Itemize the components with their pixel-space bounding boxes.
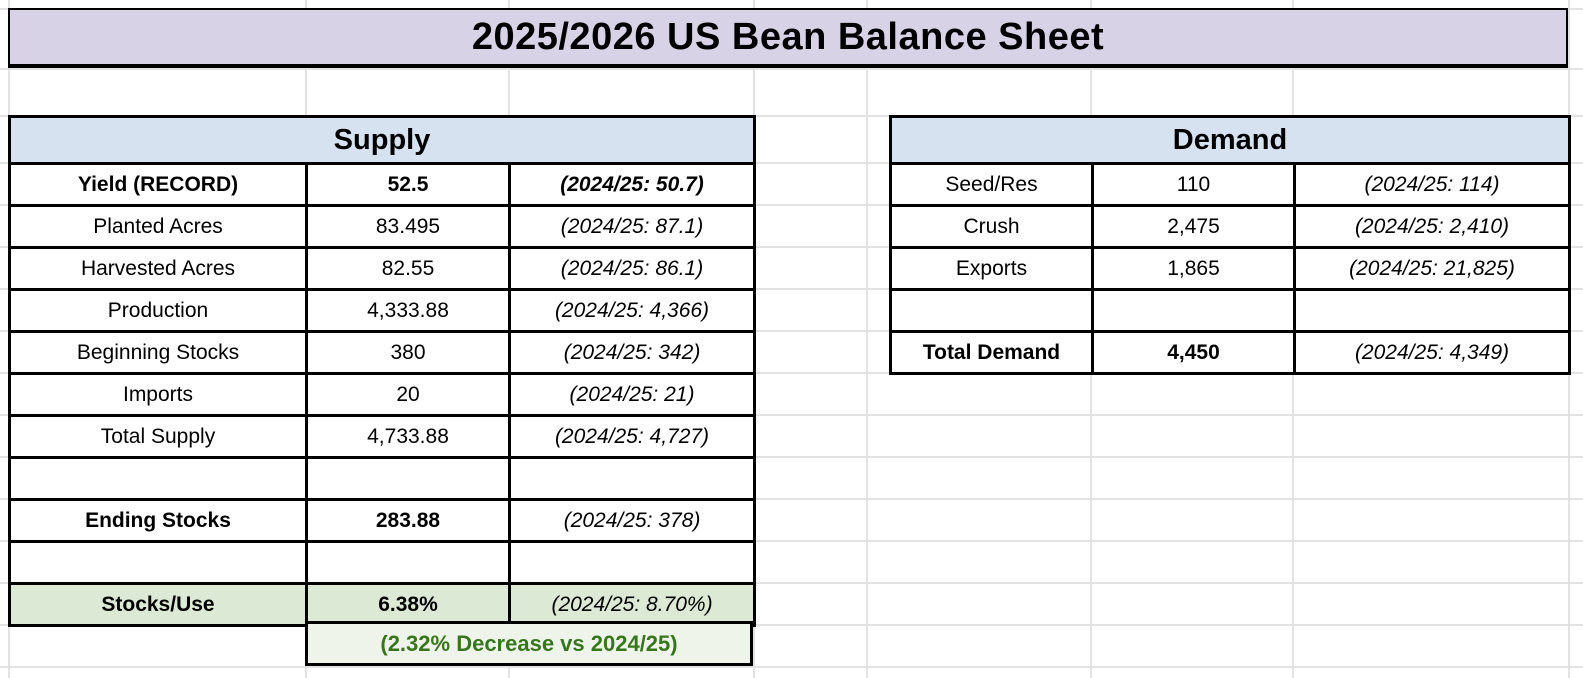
cell-value[interactable]: 4,450 bbox=[1091, 330, 1296, 375]
cell-label[interactable]: Total Supply bbox=[8, 414, 308, 459]
cell-prior[interactable]: (2024/25: 342) bbox=[507, 330, 757, 375]
cell-label[interactable]: Exports bbox=[889, 246, 1094, 291]
gridline-h bbox=[0, 115, 1583, 117]
cell-prior[interactable]: (2024/25: 114) bbox=[1293, 162, 1571, 207]
cell-empty[interactable] bbox=[305, 540, 511, 585]
supply-row-imports: Imports 20 (2024/25: 21) bbox=[8, 372, 757, 417]
gridline-h bbox=[0, 666, 1583, 668]
demand-section-header[interactable]: Demand bbox=[889, 115, 1571, 165]
supply-row-harvested-acres: Harvested Acres 82.55 (2024/25: 86.1) bbox=[8, 246, 757, 291]
supply-row-stocks-use: Stocks/Use 6.38% (2024/25: 8.70%) bbox=[8, 582, 757, 627]
decrease-note-cell[interactable]: (2.32% Decrease vs 2024/25) bbox=[305, 621, 753, 666]
gridline-h bbox=[0, 498, 1583, 500]
supply-row-total-supply: Total Supply 4,733.88 (2024/25: 4,727) bbox=[8, 414, 757, 459]
supply-section-header[interactable]: Supply bbox=[7, 115, 757, 165]
cell-empty[interactable] bbox=[8, 540, 308, 585]
gridline-h bbox=[0, 330, 1583, 332]
gridline-v bbox=[866, 0, 868, 678]
cell-prior[interactable]: (2024/25: 4,366) bbox=[507, 288, 757, 333]
gridline-h bbox=[0, 246, 1583, 248]
demand-row-seed-res: Seed/Res 110 (2024/25: 114) bbox=[889, 162, 1571, 207]
cell-empty[interactable] bbox=[507, 540, 757, 585]
cell-label[interactable]: Stocks/Use bbox=[8, 582, 308, 627]
supply-row-production: Production 4,333.88 (2024/25: 4,366) bbox=[8, 288, 757, 333]
cell-value[interactable]: 20 bbox=[305, 372, 511, 417]
cell-value[interactable]: 283.88 bbox=[305, 498, 511, 543]
gridline-h bbox=[0, 582, 1583, 584]
gridline-h bbox=[0, 288, 1583, 290]
cell-label[interactable]: Production bbox=[8, 288, 308, 333]
demand-row-crush: Crush 2,475 (2024/25: 2,410) bbox=[889, 204, 1571, 249]
gridline-h bbox=[0, 204, 1583, 206]
supply-row-beginning-stocks: Beginning Stocks 380 (2024/25: 342) bbox=[8, 330, 757, 375]
cell-empty[interactable] bbox=[1293, 288, 1571, 333]
demand-row-exports: Exports 1,865 (2024/25: 21,825) bbox=[889, 246, 1571, 291]
gridline-h bbox=[0, 540, 1583, 542]
supply-row-ending-stocks: Ending Stocks 283.88 (2024/25: 378) bbox=[8, 498, 757, 543]
cell-label[interactable]: Harvested Acres bbox=[8, 246, 308, 291]
cell-prior[interactable]: (2024/25: 4,349) bbox=[1293, 330, 1571, 375]
cell-value[interactable]: 82.55 bbox=[305, 246, 511, 291]
supply-row-planted-acres: Planted Acres 83.495 (2024/25: 87.1) bbox=[8, 204, 757, 249]
sheet-title-cell[interactable]: 2025/2026 US Bean Balance Sheet bbox=[8, 8, 1568, 68]
cell-value[interactable]: 6.38% bbox=[305, 582, 511, 627]
supply-table: Supply Yield (RECORD) 52.5 (2024/25: 50.… bbox=[7, 115, 757, 627]
cell-value[interactable]: 4,733.88 bbox=[305, 414, 511, 459]
cell-prior[interactable]: (2024/25: 21) bbox=[507, 372, 757, 417]
supply-header-row: Supply bbox=[7, 115, 757, 165]
gridline-h bbox=[0, 68, 1583, 70]
gridline-h bbox=[0, 456, 1583, 458]
cell-prior[interactable]: (2024/25: 21,825) bbox=[1293, 246, 1571, 291]
cell-empty[interactable] bbox=[8, 456, 308, 501]
gridline-h bbox=[0, 372, 1583, 374]
cell-empty[interactable] bbox=[507, 456, 757, 501]
cell-prior[interactable]: (2024/25: 4,727) bbox=[507, 414, 757, 459]
demand-header-row: Demand bbox=[889, 115, 1571, 165]
demand-row-total-demand: Total Demand 4,450 (2024/25: 4,349) bbox=[889, 330, 1571, 375]
decrease-note-text: (2.32% Decrease vs 2024/25) bbox=[380, 630, 678, 656]
cell-empty[interactable] bbox=[305, 456, 511, 501]
cell-label[interactable]: Seed/Res bbox=[889, 162, 1094, 207]
cell-empty[interactable] bbox=[889, 288, 1094, 333]
cell-label[interactable]: Yield (RECORD) bbox=[8, 162, 308, 207]
page-title: 2025/2026 US Bean Balance Sheet bbox=[471, 15, 1105, 58]
cell-label[interactable]: Beginning Stocks bbox=[8, 330, 308, 375]
cell-label[interactable]: Imports bbox=[8, 372, 308, 417]
cell-label[interactable]: Ending Stocks bbox=[8, 498, 308, 543]
cell-value[interactable]: 380 bbox=[305, 330, 511, 375]
supply-row-yield: Yield (RECORD) 52.5 (2024/25: 50.7) bbox=[8, 162, 757, 207]
cell-prior[interactable]: (2024/25: 378) bbox=[507, 498, 757, 543]
gridline-h bbox=[0, 414, 1583, 416]
cell-label[interactable]: Planted Acres bbox=[8, 204, 308, 249]
cell-empty[interactable] bbox=[1091, 288, 1296, 333]
gridline-h bbox=[0, 162, 1583, 164]
cell-value[interactable]: 2,475 bbox=[1091, 204, 1296, 249]
cell-prior[interactable]: (2024/25: 2,410) bbox=[1293, 204, 1571, 249]
gridline-h bbox=[0, 624, 1583, 626]
cell-prior[interactable]: (2024/25: 8.70%) bbox=[507, 582, 757, 627]
cell-prior[interactable]: (2024/25: 87.1) bbox=[507, 204, 757, 249]
demand-table: Demand Seed/Res 110 (2024/25: 114) Crush… bbox=[889, 115, 1571, 375]
cell-value[interactable]: 83.495 bbox=[305, 204, 511, 249]
supply-row-spacer bbox=[8, 456, 757, 501]
cell-value[interactable]: 1,865 bbox=[1091, 246, 1296, 291]
cell-label[interactable]: Crush bbox=[889, 204, 1094, 249]
cell-label[interactable]: Total Demand bbox=[889, 330, 1094, 375]
demand-row-spacer bbox=[889, 288, 1571, 333]
cell-value[interactable]: 52.5 bbox=[305, 162, 511, 207]
cell-prior[interactable]: (2024/25: 50.7) bbox=[507, 162, 757, 207]
cell-prior[interactable]: (2024/25: 86.1) bbox=[507, 246, 757, 291]
cell-value[interactable]: 110 bbox=[1091, 162, 1296, 207]
cell-value[interactable]: 4,333.88 bbox=[305, 288, 511, 333]
supply-row-spacer bbox=[8, 540, 757, 585]
